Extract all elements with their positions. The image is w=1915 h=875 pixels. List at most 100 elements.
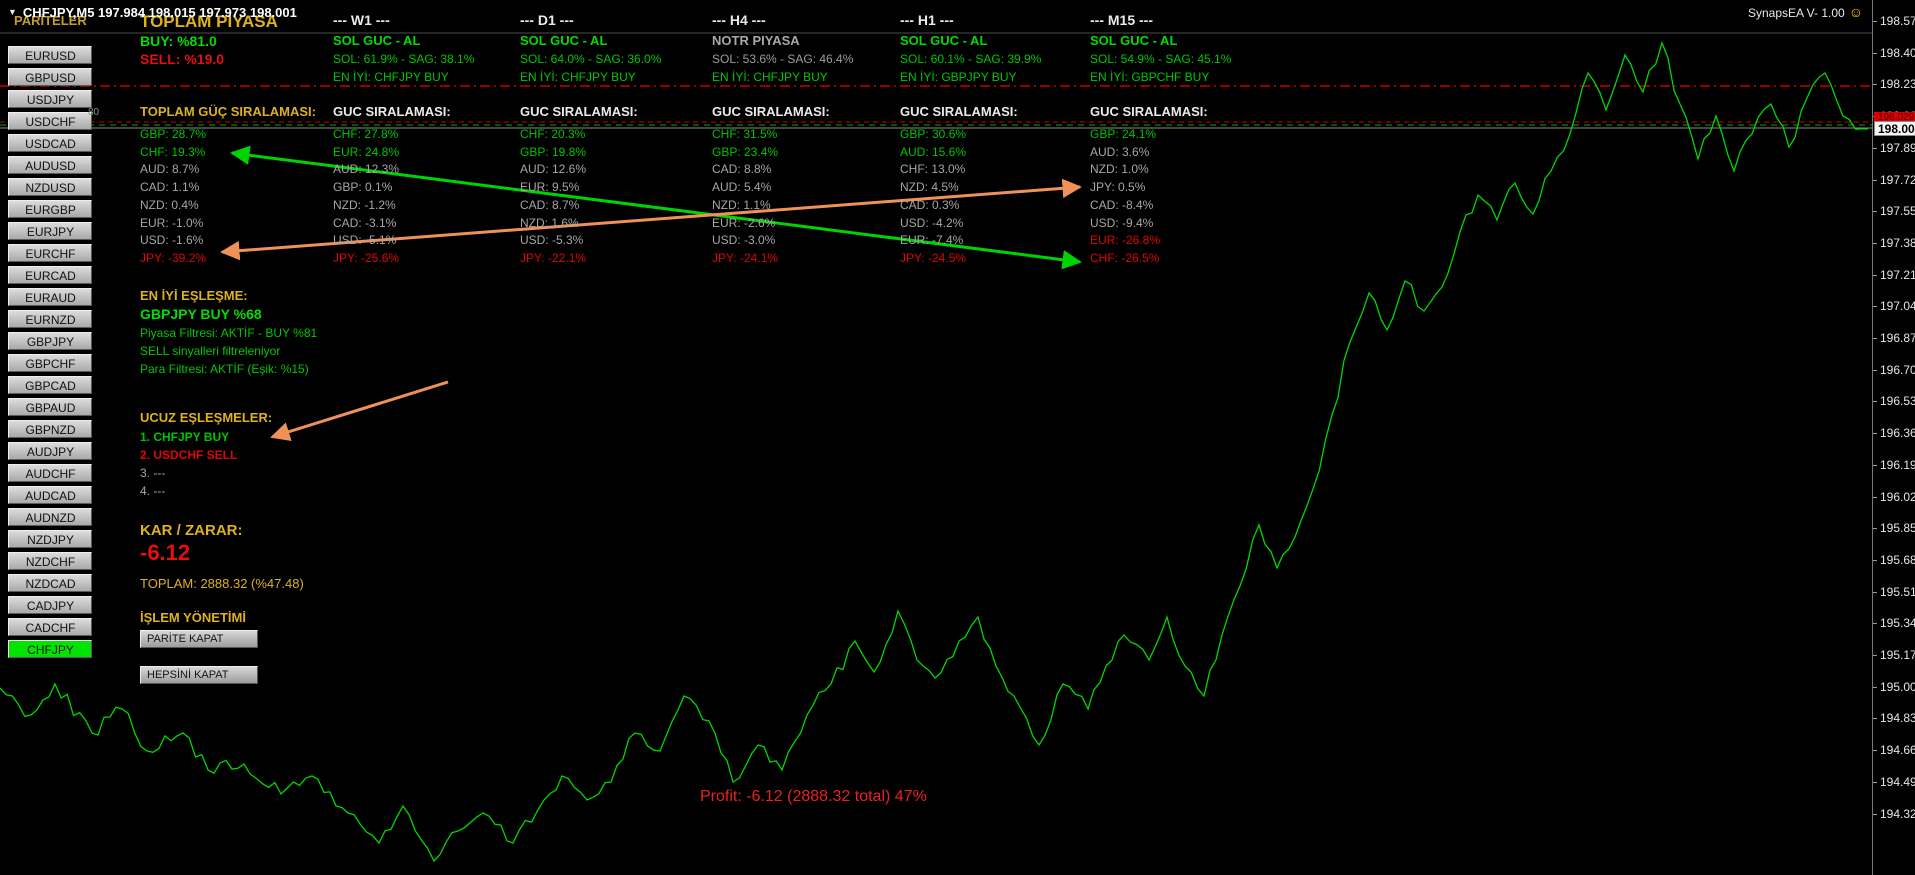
symbol-ohlc-bar: ▼ CHFJPY,M5 197.984 198.015 197.973 198.0…: [8, 5, 297, 20]
tf3-rank-row-aud: AUD: 15.6%: [900, 144, 967, 159]
price-axis-tick: [1873, 750, 1877, 752]
tf2-rank-row-cad: CAD: 8.8%: [712, 162, 772, 177]
trade-mgmt-title: İŞLEM YÖNETİMİ: [140, 610, 246, 625]
price-axis-label: 194.495: [1880, 774, 1915, 789]
pair-button-eurnzd[interactable]: EURNZD: [8, 310, 92, 328]
tf4-rank-row-aud: AUD: 3.6%: [1090, 144, 1150, 159]
price-axis-label: 198.405: [1880, 45, 1915, 60]
pair-button-audusd[interactable]: AUDUSD: [8, 156, 92, 174]
best-match-filter-1: Piyasa Filtresi: AKTİF - BUY %81: [140, 326, 318, 340]
tf1-best-pair: EN İYİ: CHFJPY BUY: [520, 70, 636, 84]
tf4-rank-title: GUC SIRALAMASI:: [1090, 104, 1208, 119]
pair-button-chfjpy[interactable]: CHFJPY: [8, 640, 92, 658]
scale-label: 80: [88, 107, 100, 118]
price-axis-tick: [1873, 242, 1877, 244]
pair-button-cadchf[interactable]: CADCHF: [8, 618, 92, 636]
pair-button-eurjpy[interactable]: EURJPY: [8, 222, 92, 240]
tf1-rank-row-jpy: JPY: -22.1%: [520, 250, 587, 265]
price-axis-tick: [1873, 306, 1877, 308]
tf3-rank-title: GUC SIRALAMASI:: [900, 104, 1018, 119]
price-axis-tick: [1873, 496, 1877, 498]
tf1-sol-sag-ratio: SOL: 64.0% - SAG: 36.0%: [520, 52, 662, 66]
tf2-rank-row-jpy: JPY: -24.1%: [712, 250, 779, 265]
tf2-rank-row-aud: AUD: 5.4%: [712, 180, 772, 195]
close-pair-button[interactable]: PARİTE KAPAT: [140, 630, 258, 648]
best-match-filter-2: SELL sinyalleri filtreleniyor: [140, 344, 281, 358]
price-axis-tick: [1873, 433, 1877, 435]
weakness-link-arrow-orange: [220, 178, 1082, 261]
pair-sidebar: PARİTELER EURUSD GBPUSD USDJPY USDCHF USDCAD…: [0, 0, 100, 875]
tf2-header: --- H4 ---: [712, 12, 766, 28]
pair-button-usdcad[interactable]: USDCAD: [8, 134, 92, 152]
price-axis-label: 196.195: [1880, 457, 1915, 472]
price-axis-tick: [1873, 781, 1877, 783]
pair-button-gbpnzd[interactable]: GBPNZD: [8, 420, 92, 438]
tf3-status: SOL GUC - AL: [900, 33, 988, 48]
tf1-rank-title: GUC SIRALAMASI:: [520, 104, 638, 119]
market-title: TOPLAM PIYASA: [140, 12, 278, 31]
pair-button-nzdcad[interactable]: NZDCAD: [8, 574, 92, 592]
pair-button-eurgbp[interactable]: EURGBP: [8, 200, 92, 218]
cheap-match-3: 3. ---: [140, 466, 166, 480]
tf4-rank-row-chf: CHF: -26.5%: [1090, 250, 1160, 265]
pair-button-gbpchf[interactable]: GBPCHF: [8, 354, 92, 372]
bid-price-box: 198.001: [1874, 121, 1915, 136]
tf3-rank-row-usd: USD: -4.2%: [900, 215, 964, 230]
pair-button-gbpusd[interactable]: GBPUSD: [8, 68, 92, 86]
chart-canvas[interactable]: [0, 0, 1872, 875]
tf4-rank-row-jpy: JPY: 0.5%: [1090, 180, 1146, 195]
tf3-rank-row-cad: CAD: 0.3%: [900, 197, 960, 212]
pair-button-eurusd[interactable]: EURUSD: [8, 46, 92, 64]
pair-button-cadjpy[interactable]: CADJPY: [8, 596, 92, 614]
best-match-title: EN İYİ EŞLEŞME:: [140, 288, 248, 303]
pair-button-audjpy[interactable]: AUDJPY: [8, 442, 92, 460]
pair-button-euraud[interactable]: EURAUD: [8, 288, 92, 306]
pair-button-nzdjpy[interactable]: NZDJPY: [8, 530, 92, 548]
pair-button-audnzd[interactable]: AUDNZD: [8, 508, 92, 526]
price-axis-label: 197.895: [1880, 140, 1915, 155]
pair-button-gbpaud[interactable]: GBPAUD: [8, 398, 92, 416]
tf3-best-pair: EN İYİ: GBPJPY BUY: [900, 70, 1017, 84]
price-axis-label: 198.235: [1880, 77, 1915, 92]
pair-button-audchf[interactable]: AUDCHF: [8, 464, 92, 482]
price-axis-tick: [1873, 718, 1877, 720]
close-all-button[interactable]: HEPSİNİ KAPAT: [140, 666, 258, 684]
cheap-match-4: 4. ---: [140, 484, 166, 498]
price-axis-label: 197.045: [1880, 299, 1915, 314]
pair-button-nzdchf[interactable]: NZDCHF: [8, 552, 92, 570]
price-axis-tick: [1873, 369, 1877, 371]
pnl-value: -6.12: [140, 540, 191, 565]
tf0-header: --- W1 ---: [333, 12, 390, 28]
tf1-rank-row-usd: USD: -5.3%: [520, 233, 584, 248]
pair-button-usdchf[interactable]: USDCHF: [8, 112, 92, 130]
chart-dropdown-icon[interactable]: ▼: [8, 7, 17, 17]
pair-button-eurcad[interactable]: EURCAD: [8, 266, 92, 284]
tf3-header: --- H1 ---: [900, 12, 954, 28]
market-buy: BUY: %81.0: [140, 33, 217, 49]
pair-button-gbpcad[interactable]: GBPCAD: [8, 376, 92, 394]
pair-button-nzdusd[interactable]: NZDUSD: [8, 178, 92, 196]
pair-button-eurchf[interactable]: EURCHF: [8, 244, 92, 262]
tf1-rank-row-nzd: NZD: 1.6%: [520, 215, 579, 230]
total-rank-row-eur: EUR: -1.0%: [140, 215, 204, 230]
price-axis-label: 195.685: [1880, 552, 1915, 567]
pair-button-usdjpy[interactable]: USDJPY: [8, 90, 92, 108]
price-axis-tick: [1873, 211, 1877, 213]
pair-button-gbpjpy[interactable]: GBPJPY: [8, 332, 92, 350]
price-axis-label: 197.215: [1880, 267, 1915, 282]
ea-brand-text: SynapsEA V- 1.00: [1747, 6, 1845, 20]
tf4-status: SOL GUC - AL: [1090, 33, 1178, 48]
tf2-best-pair: EN İYİ: CHFJPY BUY: [712, 70, 828, 84]
price-axis-tick: [1873, 21, 1877, 22]
price-axis-label: 194.665: [1880, 743, 1915, 758]
tf1-rank-row-aud: AUD: 12.6%: [520, 162, 587, 177]
total-rank-row-chf: CHF: 19.3%: [140, 144, 206, 159]
tf2-rank-row-usd: USD: -3.0%: [712, 233, 776, 248]
price-axis-label: 196.365: [1880, 426, 1915, 441]
price-axis-label: 197.555: [1880, 204, 1915, 219]
tf3-rank-row-nzd: NZD: 4.5%: [900, 180, 959, 195]
pair-button-audcad[interactable]: AUDCAD: [8, 486, 92, 504]
price-axis[interactable]: 198.575198.405198.235198.065197.895197.7…: [1872, 0, 1915, 875]
tf3-rank-row-jpy: JPY: -24.5%: [900, 250, 967, 265]
